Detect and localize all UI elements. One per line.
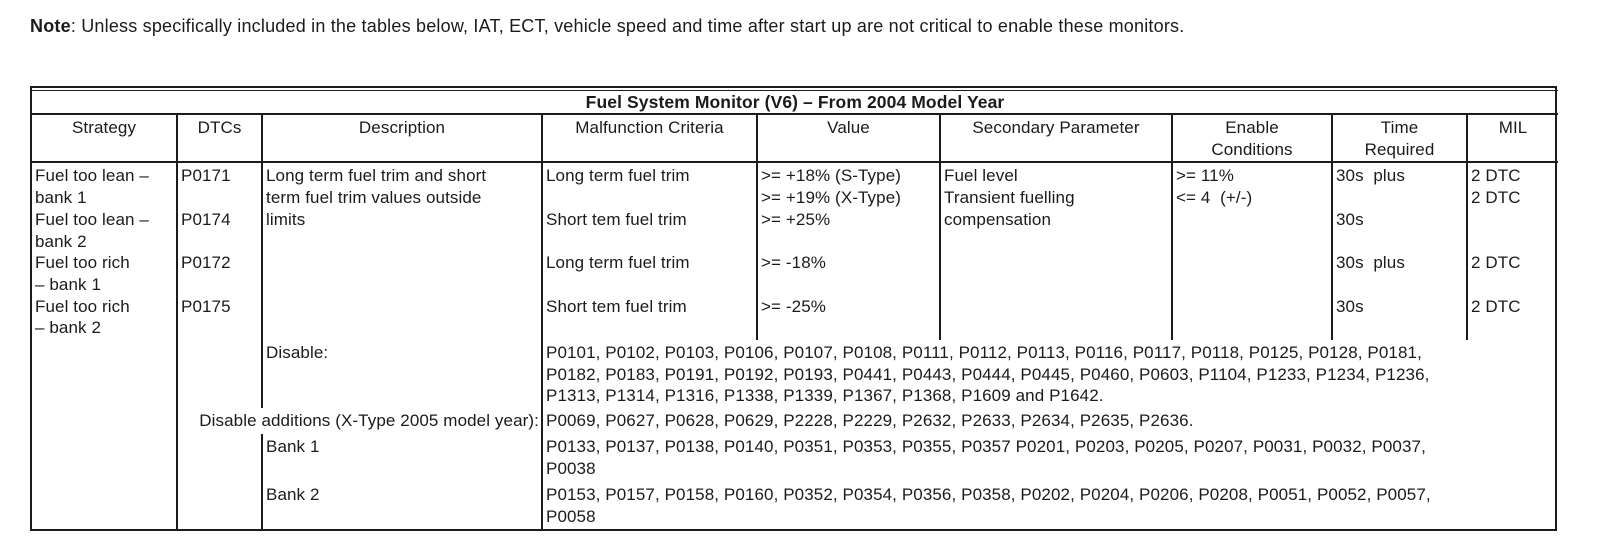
cell-secondary-parameter: Fuel level Transient fuelling compensati… — [939, 162, 1172, 341]
disable-additions-row: Disable additions (X-Type 2005 model yea… — [32, 408, 1559, 435]
empty-cell — [176, 340, 262, 409]
cell-strategy: Fuel too lean – bank 1 Fuel too lean – b… — [35, 166, 149, 338]
empty-cell — [32, 434, 177, 482]
cell-enable-conditions: >= 11% <= 4 (+/-) — [1171, 162, 1332, 341]
header-strategy: Strategy — [32, 114, 177, 164]
bank1-row: Bank 1 P0133, P0137, P0138, P0140, P0351… — [32, 434, 1559, 483]
cell-mil: 2 DTC 2 DTC 2 DTC 2 DTC — [1465, 162, 1559, 341]
note: Note: Unless specifically included in th… — [30, 16, 1184, 37]
header-malfunction-criteria: Malfunction Criteria — [541, 114, 757, 164]
table-title: Fuel System Monitor (V6) – From 2004 Mod… — [32, 90, 1559, 115]
header-enable-conditions: Enable Conditions — [1171, 114, 1332, 164]
header-secondary-parameter: Secondary Parameter — [939, 114, 1172, 164]
table-title-row: Fuel System Monitor (V6) – From 2004 Mod… — [32, 90, 1559, 115]
cell-description: Long term fuel trim and short term fuel … — [261, 162, 542, 341]
cell-time-required: 30s plus 30s 30s plus 30s — [1331, 162, 1467, 341]
fuel-system-monitor-table: Fuel System Monitor (V6) – From 2004 Mod… — [30, 86, 1559, 531]
disable-codes: P0101, P0102, P0103, P0106, P0107, P0108… — [540, 340, 1559, 409]
header-dtcs: DTCs — [176, 114, 262, 164]
note-text: : Unless specifically included in the ta… — [70, 16, 1185, 36]
disable-additions-codes: P0069, P0627, P0628, P0629, P2228, P2229… — [540, 408, 1559, 435]
disable-row: Disable: P0101, P0102, P0103, P0106, P01… — [32, 340, 1559, 409]
bank2-row: Bank 2 P0153, P0157, P0158, P0160, P0352… — [32, 482, 1559, 529]
header-mil: MIL — [1465, 114, 1559, 164]
bank1-label: Bank 1 — [261, 434, 542, 483]
header-value: Value — [756, 114, 940, 164]
note-label: Note — [30, 16, 71, 36]
empty-cell — [32, 482, 177, 528]
bank2-codes: P0153, P0157, P0158, P0160, P0352, P0354… — [540, 482, 1559, 529]
empty-cell — [176, 482, 262, 529]
header-time-required: Time Required — [1331, 114, 1467, 164]
cell-malfunction-criteria: Long term fuel trim Short tem fuel trim … — [541, 162, 757, 341]
disable-additions-label: Disable additions (X-Type 2005 model yea… — [176, 408, 542, 435]
header-description: Description — [261, 114, 542, 164]
cell-dtcs: P0171 P0174 P0172 P0175 — [176, 162, 262, 341]
empty-cell — [32, 408, 177, 434]
disable-label: Disable: — [261, 340, 542, 409]
cell-value: >= +18% (S-Type) >= +19% (X-Type) >= +25… — [756, 162, 940, 341]
bank1-codes: P0133, P0137, P0138, P0140, P0351, P0353… — [540, 434, 1559, 483]
empty-cell — [32, 340, 177, 408]
monitor-table: Fuel System Monitor (V6) – From 2004 Mod… — [32, 90, 1559, 529]
table-body-row: Fuel too lean – bank 1 Fuel too lean – b… — [32, 162, 1559, 341]
bank2-label: Bank 2 — [261, 482, 542, 529]
empty-cell — [176, 434, 262, 483]
table-header-row: Strategy DTCs Description Malfunction Cr… — [32, 114, 1559, 164]
